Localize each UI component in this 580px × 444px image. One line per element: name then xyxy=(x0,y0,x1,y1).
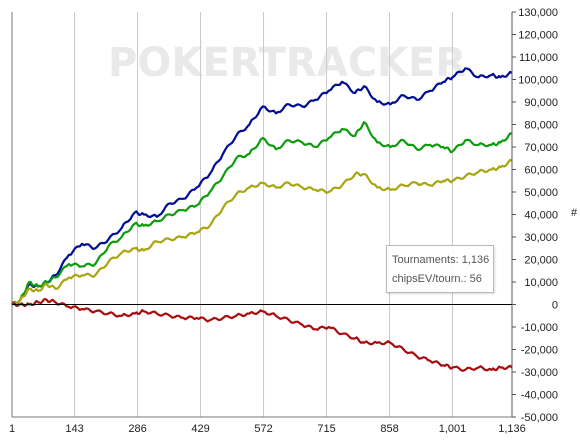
stats-box: Tournaments: 1,136 chipsEV/tourn.: 56 xyxy=(386,245,494,293)
series-layer xyxy=(11,67,513,372)
y-tick-label: -30,000 xyxy=(521,367,558,379)
chipsev-value: 56 xyxy=(469,273,482,285)
x-tick-label: 1,136 xyxy=(498,423,526,435)
series-line-red xyxy=(11,297,513,372)
y-tick-label: 0 xyxy=(552,300,558,312)
x-tick-label: 572 xyxy=(254,423,272,435)
tournaments-row: Tournaments: 1,136 xyxy=(392,251,493,270)
y-tick-label: 40,000 xyxy=(524,210,558,222)
tournaments-label: Tournaments: xyxy=(392,254,459,266)
y-tick-label: 120,000 xyxy=(518,30,558,42)
chipsev-row: chipsEV/tourn.: 56 xyxy=(392,270,493,289)
series-line-green xyxy=(11,121,512,306)
x-tick-label: 1 xyxy=(9,423,15,435)
y-tick-label: 10,000 xyxy=(524,277,558,289)
y-tick-label: 70,000 xyxy=(524,142,558,154)
y-axis-label: # xyxy=(571,207,578,219)
y-tick-label: 90,000 xyxy=(524,97,558,109)
x-tick-label: 143 xyxy=(65,423,83,435)
y-tick-label: 20,000 xyxy=(524,255,558,267)
x-tick-label: 858 xyxy=(380,423,398,435)
tournaments-value: 1,136 xyxy=(461,254,490,266)
x-tick-label: 715 xyxy=(317,423,335,435)
y-tick-label: 110,000 xyxy=(519,52,558,64)
series-line-olive xyxy=(11,158,513,306)
watermark-logo: POKERTRACKER xyxy=(108,40,466,86)
series-line-blue xyxy=(11,67,513,306)
y-tick-label: 130,000 xyxy=(518,7,558,19)
x-tick-label: 429 xyxy=(191,423,209,435)
y-tick-label: 100,000 xyxy=(518,75,558,87)
y-tick-label: -50,000 xyxy=(521,412,558,424)
y-tick-label: -10,000 xyxy=(521,322,558,334)
x-tick-label: 286 xyxy=(128,423,146,435)
y-tick-label: 80,000 xyxy=(524,120,558,132)
y-tick-label: -40,000 xyxy=(521,390,558,402)
y-tick-label: 60,000 xyxy=(524,165,558,177)
chipsev-label: chipsEV/tourn.: xyxy=(392,273,467,285)
axis-layer: 1 143 286 429 572 715 858 1,001 1,136 130,000 120,… xyxy=(9,7,558,435)
y-tick-label: 50,000 xyxy=(524,187,558,199)
y-tick-label: -20,000 xyxy=(521,345,558,357)
x-tick-label: 1,001 xyxy=(439,423,467,435)
y-tick-label: 30,000 xyxy=(524,232,558,244)
